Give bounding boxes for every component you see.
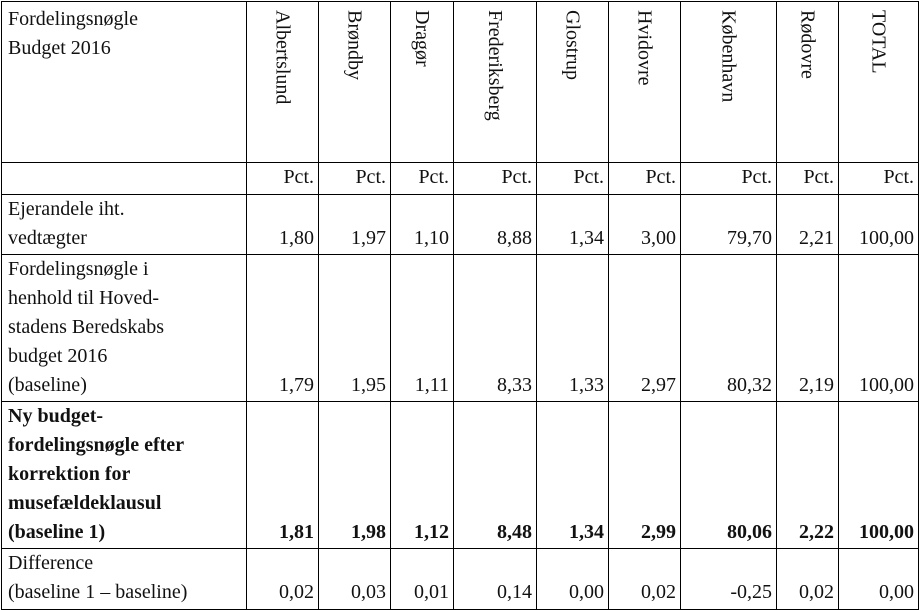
col-header-glostrup: Glostrup xyxy=(536,1,609,163)
col-header-hvidovre: Hvidovre xyxy=(608,1,681,163)
value-cell: 2,21 xyxy=(776,193,839,256)
value-cell: 1,95 xyxy=(318,254,391,403)
unit-cell: Pct. xyxy=(318,162,391,195)
row-label: Difference (baseline 1 – baseline) xyxy=(1,548,247,610)
value-cell: 1,34 xyxy=(536,401,609,550)
value-cell: 100,00 xyxy=(838,401,919,550)
value-cell: 0,01 xyxy=(390,548,454,610)
value-cell: 1,11 xyxy=(390,254,454,403)
col-header-kobenhavn: København xyxy=(680,1,777,163)
value-cell: 1,81 xyxy=(246,401,319,550)
unit-cell: Pct. xyxy=(390,162,454,195)
unit-cell: Pct. xyxy=(453,162,537,195)
value-cell: 2,22 xyxy=(776,401,839,550)
value-cell: 2,99 xyxy=(608,401,681,550)
unit-cell: Pct. xyxy=(608,162,681,195)
value-cell: 1,97 xyxy=(318,193,391,256)
unit-cell: Pct. xyxy=(776,162,839,195)
header-row: Fordelingsnøgle Budget 2016 Albertslund … xyxy=(1,1,919,163)
unit-cell: Pct. xyxy=(680,162,777,195)
unit-cell: Pct. xyxy=(536,162,609,195)
value-cell: -0,25 xyxy=(680,548,777,610)
corner-title: Fordelingsnøgle xyxy=(8,8,138,30)
col-header-frederiksberg: Frederiksberg xyxy=(453,1,537,163)
value-cell: 1,79 xyxy=(246,254,319,403)
col-header-total: TOTAL xyxy=(838,1,919,163)
row-label: Ejerandele iht. vedtægter xyxy=(1,193,247,256)
value-cell: 0,02 xyxy=(776,548,839,610)
value-cell: 8,48 xyxy=(453,401,537,550)
col-header-brondby: Brøndby xyxy=(318,1,391,163)
row-baseline-1: Ny budget-fordelingsnøgle efter korrektio… xyxy=(1,401,919,550)
unit-row: Pct. Pct. Pct. Pct. Pct. Pct. Pct. Pct. … xyxy=(1,162,919,195)
value-cell: 8,88 xyxy=(453,193,537,256)
value-cell: 79,70 xyxy=(680,193,777,256)
value-cell: 2,97 xyxy=(608,254,681,403)
row-label: Fordelingsnøgle i henhold til Hoved-stade… xyxy=(1,254,247,403)
value-cell: 1,80 xyxy=(246,193,319,256)
col-header-rodovre: Rødovre xyxy=(776,1,839,163)
value-cell: 100,00 xyxy=(838,254,919,403)
unit-cell: Pct. xyxy=(246,162,319,195)
value-cell: 2,19 xyxy=(776,254,839,403)
value-cell: 0,02 xyxy=(608,548,681,610)
value-cell: 0,00 xyxy=(838,548,919,610)
value-cell: 1,10 xyxy=(390,193,454,256)
value-cell: 0,00 xyxy=(536,548,609,610)
corner-cell: Fordelingsnøgle Budget 2016 xyxy=(1,1,247,163)
value-cell: 0,02 xyxy=(246,548,319,610)
value-cell: 0,14 xyxy=(453,548,537,610)
unit-cell: Pct. xyxy=(838,162,919,195)
value-cell: 1,33 xyxy=(536,254,609,403)
row-label: Ny budget-fordelingsnøgle efter korrektio… xyxy=(1,401,247,550)
value-cell: 1,34 xyxy=(536,193,609,256)
corner-subtitle: Budget 2016 xyxy=(8,36,111,59)
value-cell: 3,00 xyxy=(608,193,681,256)
row-baseline: Fordelingsnøgle i henhold til Hoved-stade… xyxy=(1,254,919,403)
value-cell: 80,32 xyxy=(680,254,777,403)
value-cell: 100,00 xyxy=(838,193,919,256)
col-header-albertslund: Albertslund xyxy=(246,1,319,163)
value-cell: 1,98 xyxy=(318,401,391,550)
row-difference: Difference (baseline 1 – baseline) 0,02 0… xyxy=(1,548,919,610)
value-cell: 0,03 xyxy=(318,548,391,610)
value-cell: 1,12 xyxy=(390,401,454,550)
col-header-dragor: Dragør xyxy=(390,1,454,163)
unit-row-label xyxy=(1,162,247,195)
value-cell: 8,33 xyxy=(453,254,537,403)
row-ejerandele: Ejerandele iht. vedtægter 1,80 1,97 1,10 … xyxy=(1,193,919,256)
value-cell: 80,06 xyxy=(680,401,777,550)
